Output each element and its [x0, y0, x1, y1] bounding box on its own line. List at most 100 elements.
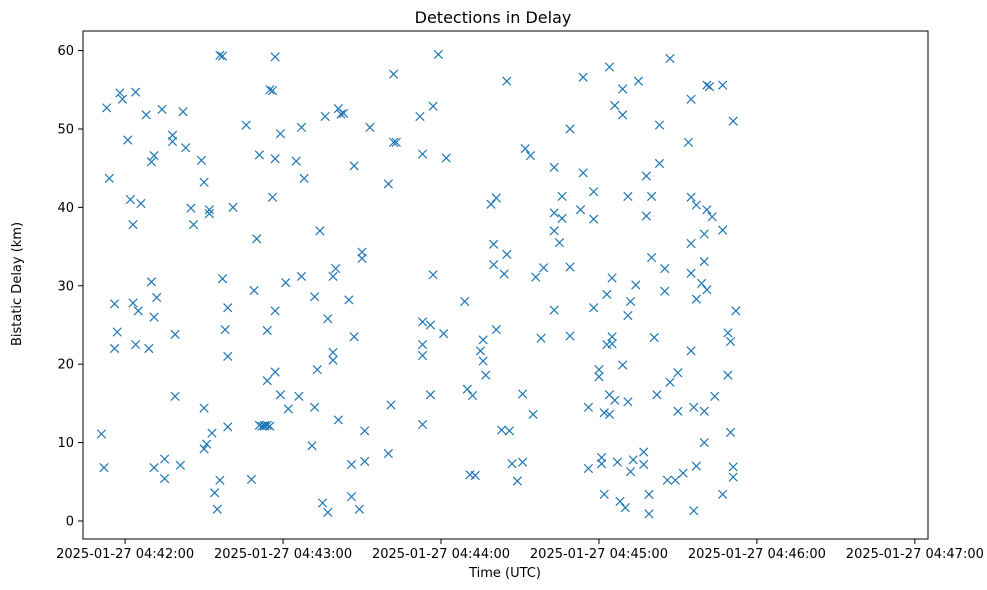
- data-point-marker: [249, 285, 259, 296]
- data-point-marker: [328, 271, 338, 282]
- data-point-marker: [531, 272, 541, 282]
- y-tick-label: 60: [57, 44, 74, 59]
- plot-area: [83, 31, 928, 539]
- data-point-marker: [728, 472, 738, 482]
- data-point-marker: [386, 400, 396, 410]
- data-point-marker: [128, 220, 138, 230]
- data-point-marker: [646, 191, 657, 202]
- data-point-marker: [149, 463, 159, 473]
- data-point-marker: [181, 143, 191, 153]
- data-point-marker: [328, 347, 338, 358]
- data-point-marker: [489, 239, 499, 249]
- data-point-marker: [641, 171, 651, 181]
- data-point-marker: [323, 507, 333, 517]
- data-point-marker: [575, 205, 586, 215]
- data-point-marker: [612, 457, 623, 467]
- data-point-marker: [141, 110, 151, 120]
- x-tick-label: 2025-01-27 04:46:00: [688, 547, 826, 562]
- data-point-marker: [673, 368, 683, 378]
- data-point-marker: [583, 463, 594, 474]
- data-point-marker: [265, 85, 275, 95]
- data-point-marker: [170, 329, 180, 340]
- data-point-marker: [125, 194, 136, 205]
- data-point-marker: [296, 271, 307, 282]
- data-point-marker: [683, 137, 694, 147]
- data-point-marker: [620, 503, 630, 513]
- data-point-marker: [246, 474, 257, 485]
- data-point-marker: [291, 156, 301, 166]
- data-point-marker: [718, 225, 728, 235]
- data-point-marker: [691, 294, 701, 304]
- data-point-marker: [388, 69, 399, 79]
- data-point-marker: [115, 88, 125, 98]
- data-point-marker: [270, 306, 280, 316]
- data-point-marker: [223, 351, 233, 361]
- y-tick-label: 30: [57, 279, 74, 294]
- data-point-marker: [654, 120, 665, 130]
- x-tick-label: 2025-01-27 04:45:00: [530, 547, 668, 562]
- data-point-marker: [699, 229, 709, 239]
- data-point-marker: [199, 444, 209, 454]
- data-point-marker: [109, 299, 120, 309]
- data-point-marker: [388, 137, 399, 147]
- y-tick-label: 0: [66, 514, 74, 529]
- data-point-marker: [496, 425, 507, 435]
- data-point-marker: [486, 199, 496, 209]
- data-point-marker: [610, 395, 620, 405]
- data-point-marker: [686, 268, 696, 278]
- data-point-marker: [602, 289, 612, 300]
- data-point-marker: [204, 209, 214, 219]
- data-point-marker: [725, 427, 736, 438]
- data-point-marker: [215, 475, 225, 485]
- x-axis: 2025-01-27 04:42:00 2025-01-27 04:43:00 20…: [56, 539, 984, 562]
- data-point-marker: [365, 122, 375, 133]
- data-point-marker: [665, 53, 675, 64]
- data-point-marker: [607, 273, 617, 283]
- data-point-marker: [307, 441, 317, 451]
- data-point-marker: [589, 303, 599, 313]
- data-point-marker: [299, 173, 309, 184]
- data-point-marker: [159, 454, 170, 464]
- data-point-marker: [131, 87, 141, 97]
- data-point-marker: [275, 129, 286, 139]
- data-point-marker: [425, 320, 436, 330]
- data-point-marker: [639, 459, 649, 470]
- data-point-marker: [723, 370, 733, 380]
- data-point-marker: [217, 274, 228, 284]
- data-point-marker: [557, 191, 567, 202]
- data-point-marker: [128, 298, 138, 308]
- data-point-marker: [670, 475, 680, 485]
- data-point-marker: [502, 249, 512, 260]
- data-point-marker: [136, 198, 146, 209]
- data-point-marker: [583, 402, 594, 412]
- data-point-marker: [270, 52, 280, 62]
- data-point-marker: [357, 253, 367, 263]
- data-point-marker: [502, 76, 512, 86]
- data-point-marker: [333, 415, 343, 425]
- data-point-marker: [336, 109, 346, 119]
- data-point-marker: [131, 339, 141, 350]
- data-point-marker: [346, 459, 357, 470]
- data-point-marker: [178, 107, 188, 117]
- data-point-marker: [702, 80, 712, 90]
- data-point-marker: [491, 193, 501, 203]
- data-point-marker: [549, 208, 559, 218]
- data-point-marker: [331, 263, 341, 274]
- data-point-marker: [689, 506, 699, 516]
- x-tick-label: 2025-01-27 04:44:00: [372, 547, 510, 562]
- data-point-marker: [644, 509, 654, 519]
- data-point-marker: [344, 295, 354, 305]
- data-point-marker: [270, 367, 280, 377]
- data-point-marker: [710, 391, 720, 401]
- data-point-marker: [604, 409, 615, 419]
- data-point-marker: [223, 422, 233, 432]
- data-point-marker: [267, 192, 278, 202]
- data-point-marker: [649, 332, 659, 343]
- data-point-marker: [157, 104, 167, 115]
- data-point-marker: [689, 402, 699, 412]
- data-point-marker: [652, 390, 662, 400]
- data-point-marker: [504, 426, 515, 436]
- data-point-marker: [262, 376, 272, 386]
- data-point-marker: [117, 94, 128, 104]
- data-point-marker: [725, 336, 736, 347]
